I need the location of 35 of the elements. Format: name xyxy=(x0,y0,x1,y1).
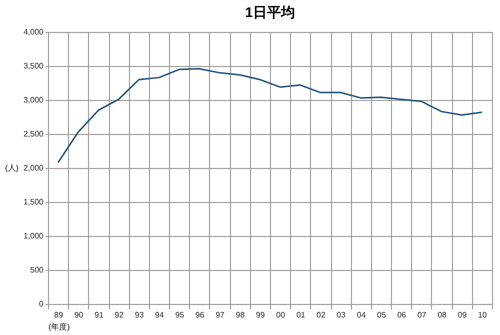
x-tick-label: 92 xyxy=(114,310,124,320)
x-tick-label: 95 xyxy=(175,310,185,320)
y-axis-title: (人) xyxy=(5,164,19,172)
x-tick-label: 02 xyxy=(316,310,326,320)
chart-title: 1日平均 xyxy=(245,4,295,20)
x-tick-label: 98 xyxy=(236,310,246,320)
x-tick-label: 05 xyxy=(377,310,386,320)
x-tick-label: 09 xyxy=(458,310,468,320)
x-tick-label: 96 xyxy=(195,310,205,320)
x-tick-label: 93 xyxy=(134,310,144,320)
x-tick-label: 03 xyxy=(336,310,346,320)
x-tick-label: 90 xyxy=(74,310,84,320)
x-tick-label: 08 xyxy=(438,310,448,320)
y-tick-label: 3,000 xyxy=(23,96,44,104)
x-tick-label: 89 xyxy=(54,310,64,320)
y-tick-label: 500 xyxy=(30,266,44,274)
y-tick-label: 1,000 xyxy=(23,232,44,240)
y-tick-label: 1,500 xyxy=(23,198,44,206)
y-tick-label: 0 xyxy=(39,300,44,308)
x-tick-label: 10 xyxy=(478,310,488,320)
x-tick-label: 00 xyxy=(276,310,286,320)
x-tick-label: 01 xyxy=(296,310,306,320)
x-tick-label: 06 xyxy=(397,310,407,320)
x-tick-label: 99 xyxy=(256,310,266,320)
line-series xyxy=(57,68,483,164)
x-axis-title: (年度) xyxy=(48,322,70,332)
x-tick-label: 94 xyxy=(155,310,164,320)
x-tick-label: 07 xyxy=(417,310,427,320)
y-tick-label: 4,000 xyxy=(23,28,44,36)
x-tick-label: 97 xyxy=(216,310,226,320)
x-tick-label: 91 xyxy=(94,310,104,320)
x-tick-label: 04 xyxy=(356,310,366,320)
y-tick-label: 3,500 xyxy=(23,62,44,70)
y-tick-label: 2,000 xyxy=(23,164,44,172)
y-tick-label: 2,500 xyxy=(23,130,44,138)
